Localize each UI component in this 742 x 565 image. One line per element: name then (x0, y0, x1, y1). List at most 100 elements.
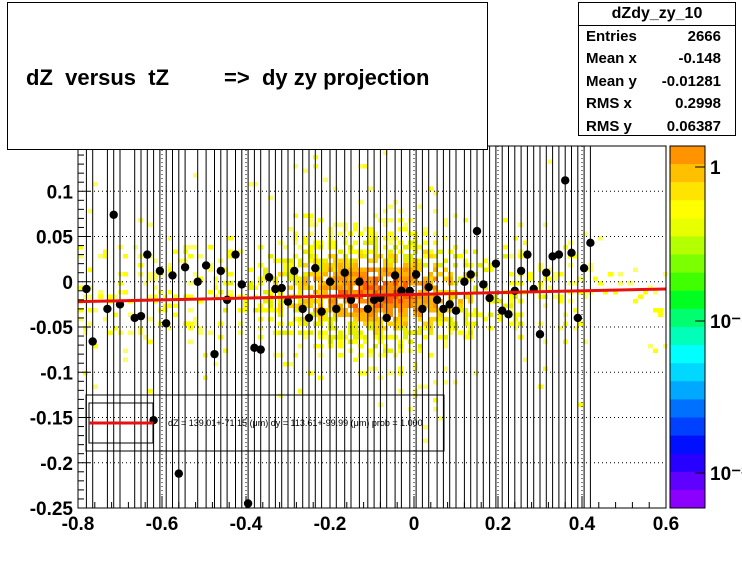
heatmap-cell (428, 272, 433, 277)
heatmap-cell (403, 263, 408, 268)
x-tick-label: 0.2 (485, 514, 511, 535)
heatmap-cell (593, 276, 598, 281)
heatmap-cell (633, 267, 638, 272)
heatmap-cell (423, 231, 428, 236)
heatmap-cell (353, 326, 358, 331)
x-tick-label: -0.6 (146, 514, 179, 535)
heatmap-cell (353, 276, 358, 281)
heatmap-cell (423, 299, 428, 304)
heatmap-cell (123, 254, 128, 259)
heatmap-cell (403, 254, 408, 259)
heatmap-cell (368, 231, 373, 236)
heatmap-cell (358, 299, 363, 304)
heatmap-cell (418, 348, 423, 353)
heatmap-cell (543, 339, 548, 344)
heatmap-cell (373, 249, 378, 254)
heatmap-cell (368, 285, 373, 290)
heatmap-cell (358, 164, 363, 169)
heatmap-cell (353, 240, 358, 245)
profile-point (479, 280, 488, 289)
heatmap-cell (228, 249, 233, 254)
heatmap-cell (618, 281, 623, 286)
heatmap-cell (368, 240, 373, 245)
heatmap-cell (333, 267, 338, 272)
heatmap-cell (568, 240, 573, 245)
heatmap-cell (438, 249, 443, 254)
heatmap-cell (463, 330, 468, 335)
heatmap-cell (388, 249, 393, 254)
heatmap-cell (628, 281, 633, 286)
heatmap-cell (238, 249, 243, 254)
heatmap-cell (318, 281, 323, 286)
heatmap-cell (448, 276, 453, 281)
profile-point (548, 252, 557, 261)
heatmap-cell (433, 317, 438, 322)
x-tick-label: -0.4 (230, 514, 263, 535)
heatmap-cell (388, 281, 393, 286)
heatmap-cell (398, 294, 403, 299)
profile-error-bars (85, 146, 591, 508)
heatmap-cell (418, 344, 423, 349)
heatmap-cell (573, 308, 578, 313)
heatmap-cell (303, 330, 308, 335)
heatmap-cell (358, 308, 363, 313)
heatmap-cell (408, 254, 413, 259)
heatmap-cell (323, 267, 328, 272)
heatmap-cell (148, 294, 153, 299)
heatmap-cell (423, 425, 428, 430)
heatmap-cell (383, 218, 388, 223)
heatmap-cell (193, 245, 198, 250)
heatmap-cell (228, 236, 233, 241)
heatmap-cell (573, 281, 578, 286)
heatmap-cell (308, 285, 313, 290)
heatmap-cell (318, 299, 323, 304)
heatmap-cell (333, 272, 338, 277)
heatmap-cell (363, 227, 368, 232)
x-tick-label: 0.6 (653, 514, 679, 535)
heatmap-cell (413, 281, 418, 286)
color-scale-swatch (670, 200, 705, 219)
heatmap-cell (193, 272, 198, 277)
heatmap-cell (383, 353, 388, 358)
profile-point (332, 304, 341, 314)
heatmap-cell (518, 249, 523, 254)
heatmap-cell (78, 285, 83, 290)
heatmap-cell (278, 393, 283, 398)
heatmap-cell (318, 330, 323, 335)
heatmap-cell (288, 321, 293, 326)
heatmap-cell (398, 348, 403, 353)
heatmap-cell (93, 344, 98, 349)
stats-box: dZdy_zy_10 Entries 2666 Mean x -0.148 Me… (578, 2, 736, 136)
heatmap-cell (363, 285, 368, 290)
heatmap-cell (108, 294, 113, 299)
heatmap-cell (168, 263, 173, 268)
heatmap-cell (463, 272, 468, 277)
heatmap-cell (168, 267, 173, 272)
heatmap-cell (483, 258, 488, 263)
heatmap-cell (403, 258, 408, 263)
heatmap-cell (443, 222, 448, 227)
heatmap-cell (363, 240, 368, 245)
heatmap-cell (408, 231, 413, 236)
color-scale-swatch (670, 254, 705, 274)
heatmap-cell (78, 245, 83, 250)
profile-point (405, 286, 414, 295)
profile-point (485, 293, 494, 303)
heatmap-cell (113, 312, 118, 317)
heatmap-cell (368, 366, 373, 371)
heatmap-cell (353, 330, 358, 335)
heatmap-cell (333, 317, 338, 322)
heatmap-cell (653, 348, 658, 353)
heatmap-cell (408, 299, 413, 304)
heatmap-cell (403, 303, 408, 308)
heatmap-cell (568, 299, 573, 304)
profile-point (432, 295, 442, 305)
profile-point (283, 297, 293, 306)
heatmap-cell (513, 312, 518, 317)
profile-point (586, 238, 595, 248)
heatmap-cell (508, 321, 513, 326)
heatmap-cell (518, 312, 523, 317)
heatmap-cell (343, 281, 348, 286)
heatmap-cell (448, 272, 453, 277)
heatmap-cell (458, 308, 463, 313)
